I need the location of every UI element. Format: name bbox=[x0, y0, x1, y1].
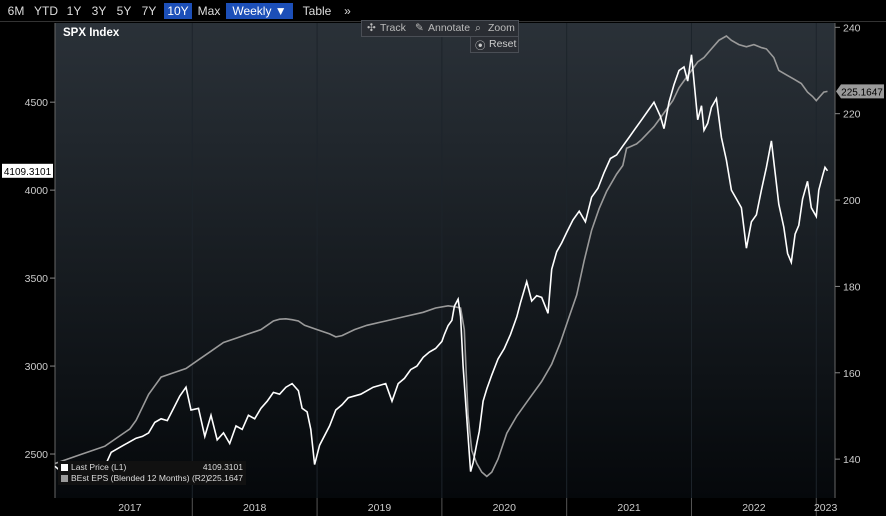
left-tick-label: 2500 bbox=[25, 449, 49, 461]
right-tick-label: 200 bbox=[843, 195, 861, 207]
right-tick-label: 220 bbox=[843, 109, 861, 121]
range-button-5y[interactable]: 5Y bbox=[116, 4, 132, 18]
x-axis-band bbox=[0, 498, 886, 516]
right-tick-label: 140 bbox=[843, 454, 861, 466]
legend: Last Price (L1) 4109.3101 BEst EPS (Blen… bbox=[58, 461, 246, 485]
annotate-button[interactable]: Annotate bbox=[428, 22, 471, 34]
last-price-series-line bbox=[54, 54, 829, 484]
reset-icon[interactable]: ⦿ bbox=[475, 40, 486, 52]
left-tick-label: 4000 bbox=[25, 185, 49, 197]
x-tick-label: 2023 bbox=[814, 502, 838, 514]
track-icon[interactable]: ✣ bbox=[367, 22, 376, 34]
left-tick-label: 3000 bbox=[25, 361, 49, 373]
left-axis-ticks: 2500 3000 3500 4000 4500 bbox=[25, 97, 55, 461]
zoom-button[interactable]: Zoom bbox=[488, 22, 515, 34]
eps-series-line bbox=[54, 35, 828, 478]
legend-value-last-price: 4109.3101 bbox=[202, 462, 243, 472]
x-tick-label: 2022 bbox=[742, 502, 766, 514]
range-button-10y[interactable]: 10Y bbox=[164, 3, 192, 19]
reset-label[interactable]: Reset bbox=[489, 38, 517, 50]
range-button-ytd[interactable]: YTD bbox=[34, 4, 58, 18]
legend-item-eps: BEst EPS (Blended 12 Months) (R2) 225.16… bbox=[58, 473, 246, 484]
more-button[interactable]: » bbox=[344, 4, 351, 18]
right-tick-label: 240 bbox=[843, 22, 861, 34]
last-price-axis-value: 4109.3101 bbox=[4, 167, 52, 178]
table-button[interactable]: Table bbox=[302, 4, 332, 18]
zoom-icon[interactable]: ⌕ bbox=[475, 22, 481, 34]
x-tick-label: 2019 bbox=[368, 502, 392, 514]
track-button[interactable]: Track bbox=[380, 22, 406, 34]
x-tick-label: 2017 bbox=[118, 502, 142, 514]
left-tick-label: 3500 bbox=[25, 273, 49, 285]
range-button-6m[interactable]: 6M bbox=[7, 4, 25, 18]
last-price-axis-label: 4109.3101 bbox=[2, 163, 53, 178]
right-axis-ticks: 140 160 180 200 220 240 bbox=[835, 22, 861, 466]
legend-label-last-price: Last Price (L1) bbox=[71, 462, 127, 472]
x-tick-label: 2018 bbox=[243, 502, 267, 514]
left-tick-label: 4500 bbox=[25, 97, 49, 109]
legend-value-eps: 225.1647 bbox=[207, 473, 243, 483]
legend-item-last-price: Last Price (L1) 4109.3101 bbox=[58, 462, 246, 473]
right-tick-label: 180 bbox=[843, 281, 861, 293]
annotate-icon[interactable]: ✎ bbox=[415, 22, 424, 34]
reset-button[interactable]: ⦿ Reset bbox=[470, 36, 519, 53]
chart-tools: ✣ Track ✎ Annotate ⌕ Zoom bbox=[361, 20, 519, 37]
right-tick-label: 160 bbox=[843, 368, 861, 380]
eps-axis-label: 225.1647 bbox=[836, 84, 884, 99]
vertical-grid bbox=[191, 23, 817, 498]
eps-axis-value: 225.1647 bbox=[841, 87, 883, 98]
range-button-3y[interactable]: 3Y bbox=[91, 4, 107, 18]
x-axis-labels: 2017 2018 2019 2020 2021 2022 2023 bbox=[118, 498, 837, 516]
range-button-7y[interactable]: 7Y bbox=[141, 4, 157, 18]
chart-title: SPX Index bbox=[63, 27, 120, 39]
x-tick-label: 2020 bbox=[493, 502, 517, 514]
toolbar: 6M YTD 1Y 3Y 5Y 7Y 10Y Max Weekly ▼ Tabl… bbox=[0, 0, 886, 22]
range-button-1y[interactable]: 1Y bbox=[66, 4, 82, 18]
range-button-max[interactable]: Max bbox=[197, 4, 221, 18]
plot-area bbox=[55, 23, 835, 498]
legend-label-eps: BEst EPS (Blended 12 Months) (R2) bbox=[71, 473, 209, 483]
x-tick-label: 2021 bbox=[617, 502, 641, 514]
legend-swatch-last-price bbox=[61, 464, 68, 471]
legend-swatch-eps bbox=[61, 475, 68, 482]
frequency-dropdown[interactable]: Weekly ▼ bbox=[226, 3, 293, 19]
